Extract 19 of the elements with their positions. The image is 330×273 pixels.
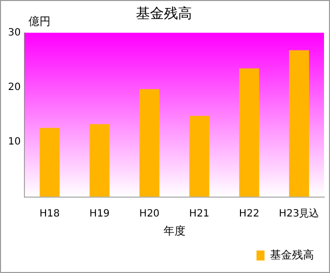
- x-axis-title: 年度: [163, 224, 186, 238]
- x-tick-label: H19: [89, 208, 110, 220]
- y-tick-label: 30: [8, 27, 21, 38]
- bar: [90, 124, 110, 197]
- bar: [40, 128, 60, 197]
- legend-label: 基金残高: [270, 248, 314, 262]
- y-tick-label: 10: [8, 136, 21, 148]
- x-tick-label: H23見込: [278, 207, 320, 220]
- bar: [289, 50, 310, 197]
- x-tick-label: H20: [139, 208, 160, 220]
- chart-title: 基金残高: [136, 6, 192, 22]
- y-tick-label: 20: [8, 82, 21, 94]
- bar: [239, 68, 260, 197]
- x-tick-label: H21: [189, 208, 210, 220]
- x-tick-label: H18: [40, 208, 60, 220]
- bar: [139, 89, 160, 197]
- y-axis-title: 億円: [28, 15, 51, 28]
- bar: [189, 116, 210, 197]
- x-tick-label: H22: [239, 208, 260, 220]
